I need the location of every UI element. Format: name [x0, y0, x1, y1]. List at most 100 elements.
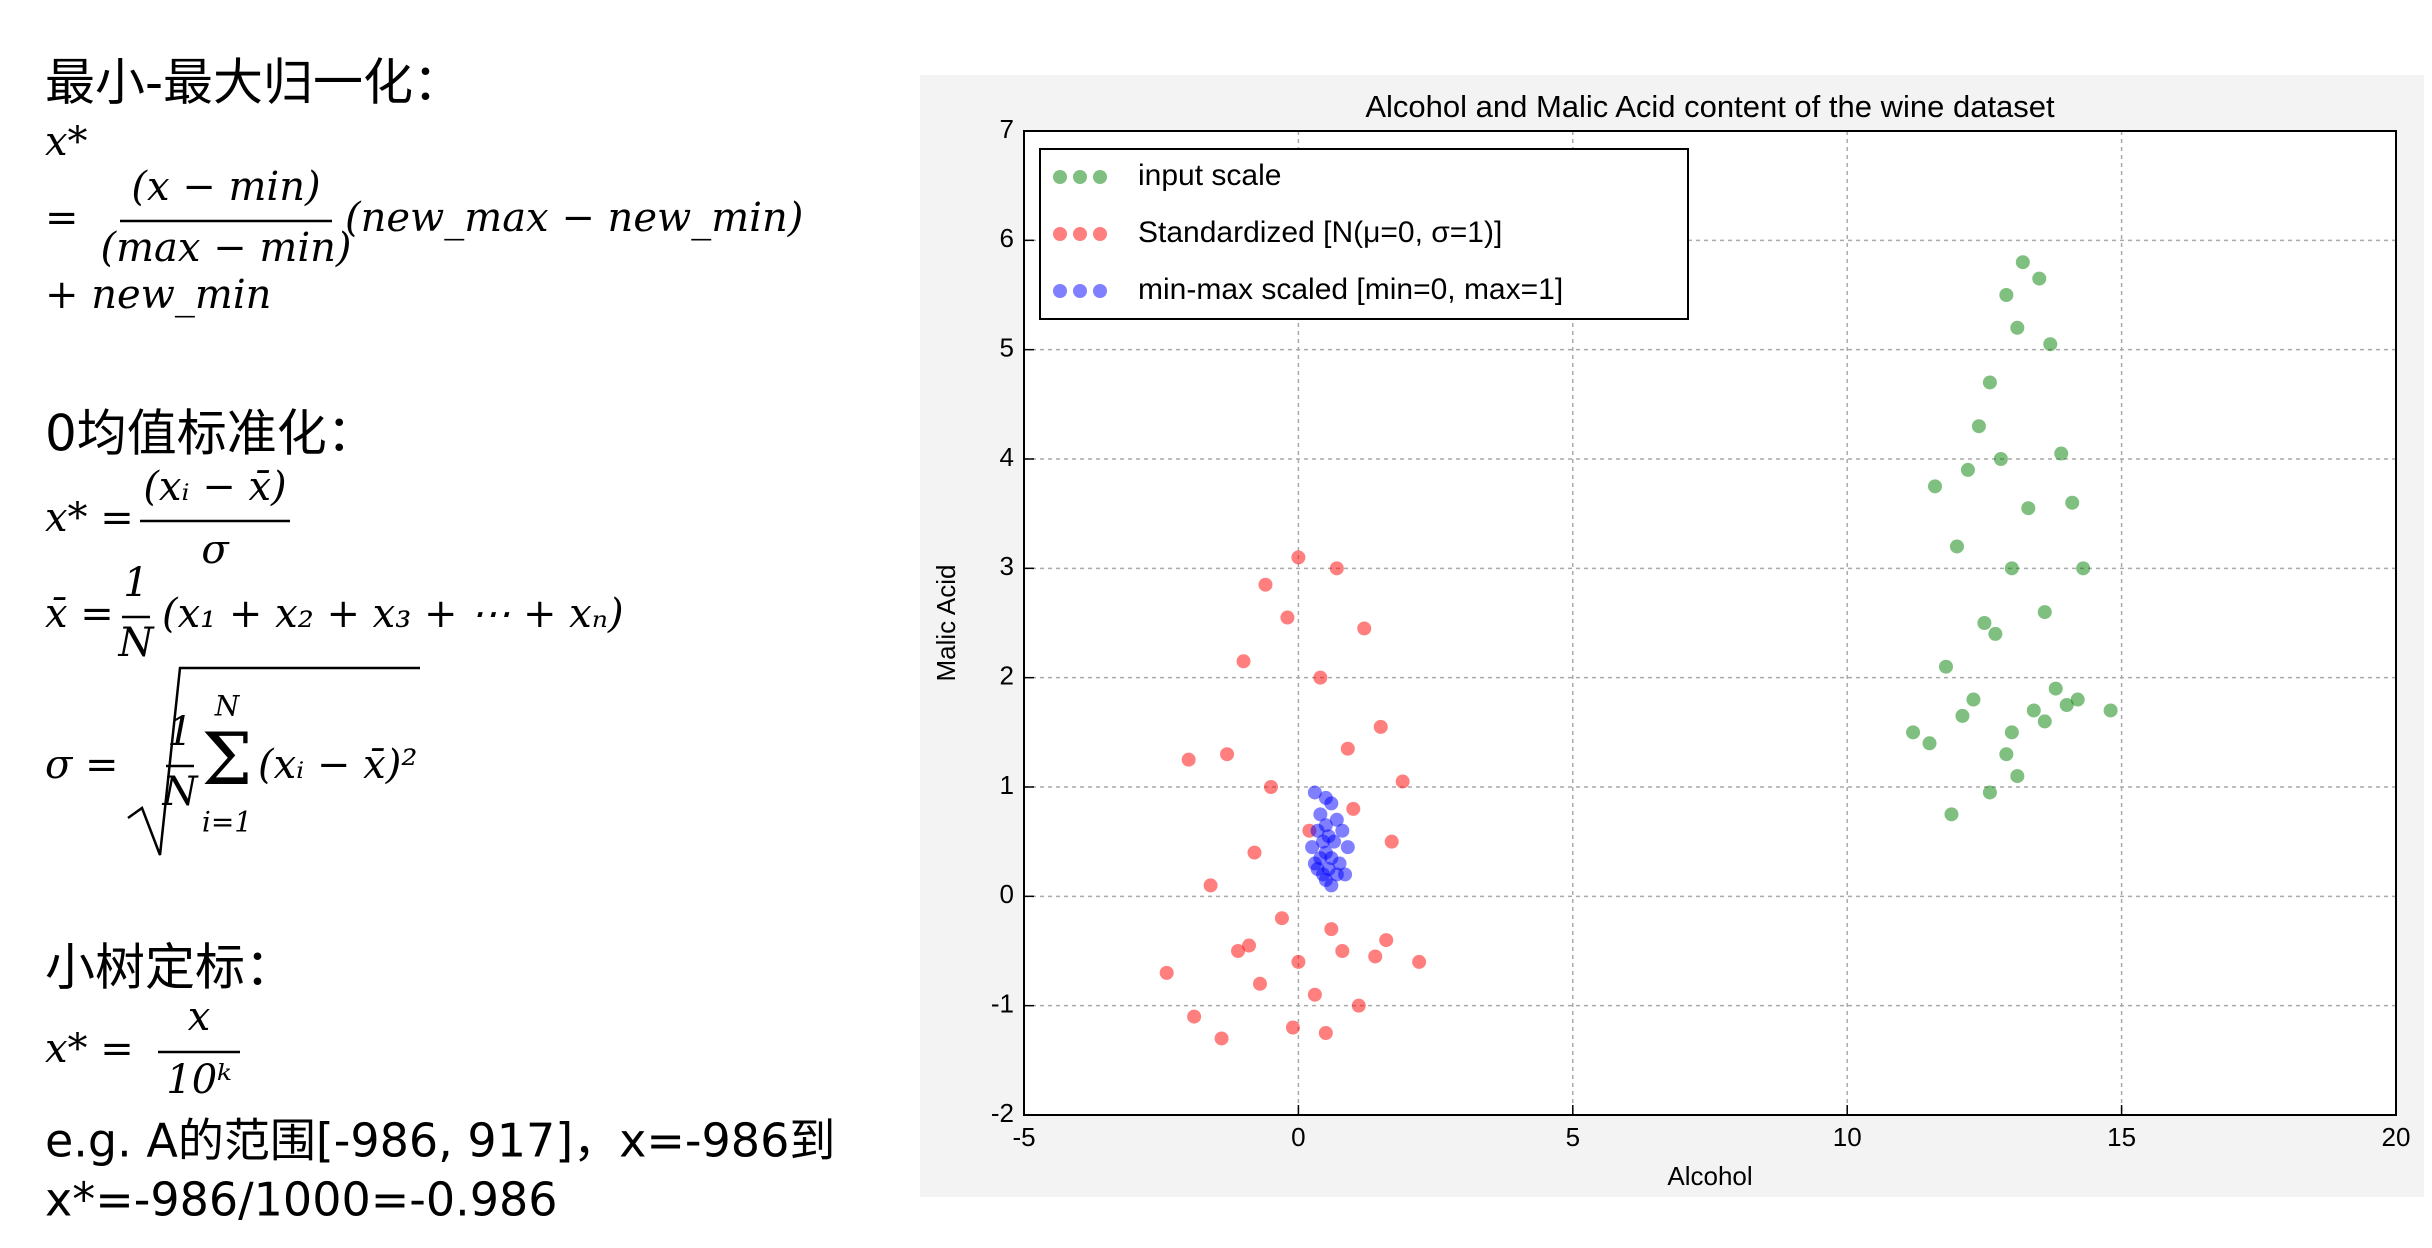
x-tick-label: 0: [1291, 1122, 1305, 1152]
data-point: [1955, 708, 1970, 723]
legend-label: min-max scaled [min=0, max=1]: [1138, 273, 1563, 306]
data-point: [1252, 976, 1267, 991]
formula: 1: [123, 560, 148, 606]
data-point: [1395, 774, 1410, 789]
formula: x* =: [45, 1026, 134, 1072]
legend-label: input scale: [1138, 159, 1281, 192]
chart-title: Alcohol and Malic Acid content of the wi…: [1365, 89, 2055, 124]
formula: (x − min): [131, 164, 320, 210]
data-point: [1329, 561, 1344, 576]
legend-marker: [1053, 170, 1067, 184]
formula: 10ᵏ: [166, 1057, 232, 1103]
data-point: [1231, 944, 1246, 958]
formula: σ: [201, 527, 230, 573]
data-point: [1379, 933, 1394, 948]
data-point: [1384, 834, 1399, 849]
y-tick-label: 7: [1000, 114, 1014, 144]
data-point: [2004, 561, 2019, 576]
formula: =: [45, 195, 79, 241]
formula: (x₁ + x₂ + x₃ + ⋯ + xₙ): [162, 591, 624, 637]
data-point: [1977, 616, 1992, 630]
data-point: [1220, 747, 1235, 762]
data-point: [1310, 823, 1325, 838]
data-point: [2004, 725, 2019, 740]
data-point: [1938, 659, 1953, 674]
data-point: [1922, 736, 1937, 751]
data-point: [1357, 621, 1372, 636]
data-point: [2037, 605, 2052, 620]
data-point: [1412, 954, 1427, 969]
formula: (max − min): [101, 225, 352, 271]
formula: x̄ =: [45, 591, 114, 637]
y-axis-label: Malic Acid: [931, 564, 961, 681]
data-point: [2048, 681, 2063, 696]
data-point: [1966, 692, 1981, 707]
data-point: [1332, 856, 1347, 871]
data-point: [1988, 626, 2003, 641]
example: x*=-986/1000=-0.986: [45, 1173, 558, 1227]
data-point: [1307, 987, 1322, 1002]
data-point: [1999, 747, 2014, 762]
plot-frame: [1023, 130, 2397, 1116]
data-point: [1373, 719, 1388, 734]
data-point: [2059, 698, 2074, 712]
y-tick-label: 5: [1000, 333, 1014, 363]
example: e.g. A的范围[-986, 917]，x=-986到: [45, 1114, 835, 1168]
y-tick-label: 1: [1000, 770, 1014, 800]
data-point: [1982, 785, 1997, 800]
data-point: [1316, 834, 1331, 849]
data-point: [1340, 741, 1355, 756]
heading: 小树定标：: [45, 939, 295, 997]
data-point: [1285, 1020, 1300, 1035]
formula: σ =: [45, 742, 119, 788]
y-tick-label: 0: [1000, 879, 1014, 909]
data-point: [1327, 834, 1342, 849]
y-tick-label: 3: [1000, 551, 1014, 581]
data-point: [2010, 769, 2025, 784]
legend-marker: [1093, 227, 1107, 241]
legend-label: Standardized [N(μ=0, σ=1)]: [1138, 216, 1502, 249]
x-tick-label: 10: [1833, 1122, 1862, 1152]
data-point: [1313, 670, 1328, 685]
data-point: [1971, 419, 1986, 434]
chart: Alcohol and Malic Acid content of the wi…: [920, 75, 2424, 1197]
legend-marker: [1073, 227, 1087, 241]
data-point: [2070, 692, 2085, 707]
data-point: [1329, 812, 1344, 827]
data-point: [1993, 452, 2008, 466]
data-point: [1274, 911, 1289, 926]
data-point: [1291, 954, 1306, 969]
data-point: [1338, 867, 1353, 882]
data-point: [1263, 780, 1278, 794]
sqrt-sign: [127, 666, 420, 856]
formula: x* =: [45, 495, 134, 541]
legend-marker: [1053, 284, 1067, 298]
x-tick-label: 20: [2382, 1122, 2411, 1152]
data-point: [1335, 823, 1350, 838]
data-point: [1280, 610, 1295, 625]
data-point: [1214, 1031, 1229, 1046]
data-point: [1324, 922, 1339, 937]
data-point: [2021, 501, 2036, 516]
data-point: [1181, 752, 1196, 767]
data-point: [1305, 840, 1320, 855]
data-point: [1247, 845, 1262, 860]
formula: + new_min: [45, 272, 271, 318]
data-point: [2054, 446, 2069, 461]
data-point: [2065, 495, 2080, 510]
data-point: [1310, 862, 1325, 876]
formula: N: [214, 690, 241, 723]
data-point: [1236, 654, 1251, 669]
legend-marker: [1093, 284, 1107, 298]
formula: Σ: [202, 717, 253, 801]
data-point: [1368, 949, 1383, 964]
y-tick-label: 4: [1000, 442, 1014, 472]
legend-marker: [1073, 284, 1087, 298]
formula: x*: [45, 119, 88, 165]
y-tick-label: 6: [1000, 223, 1014, 253]
data-point: [1324, 796, 1339, 811]
x-tick-label: 5: [1566, 1122, 1580, 1152]
data-point: [1291, 550, 1306, 565]
formula: x: [188, 994, 211, 1040]
